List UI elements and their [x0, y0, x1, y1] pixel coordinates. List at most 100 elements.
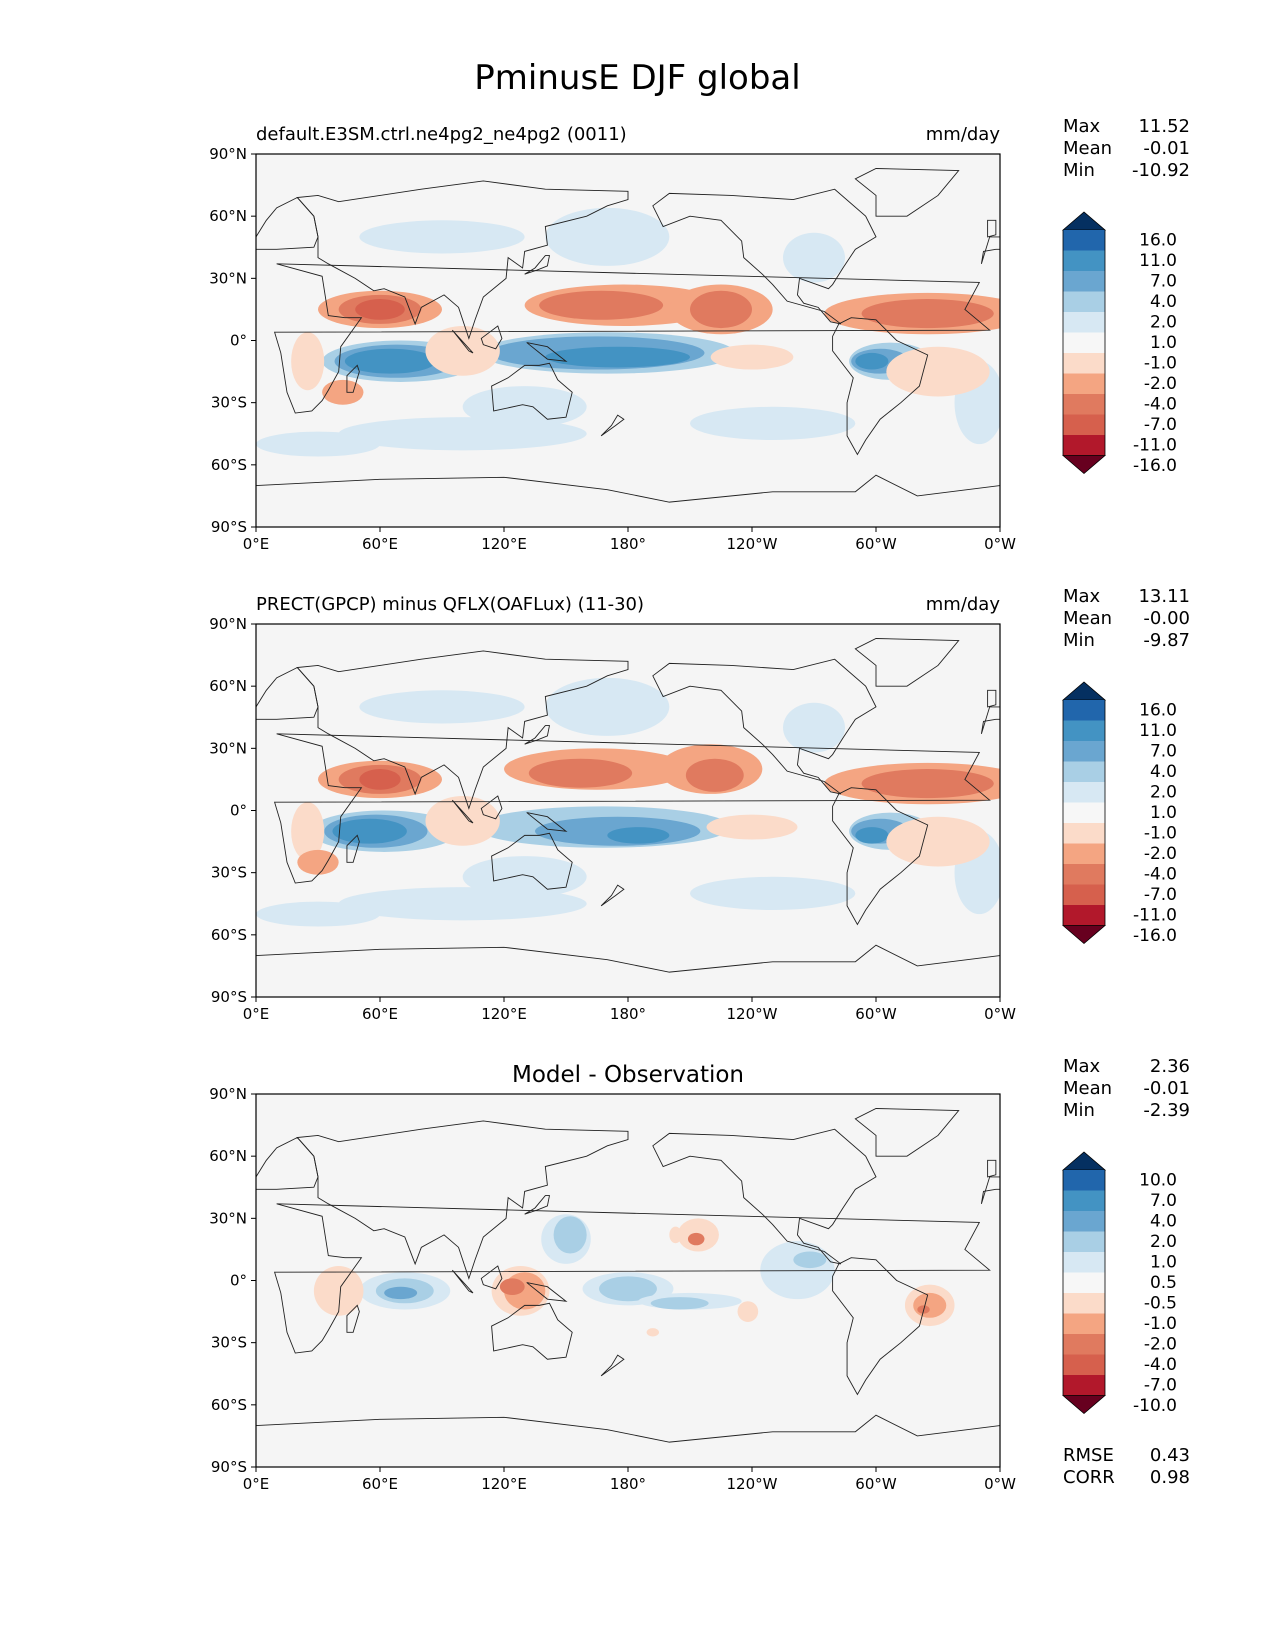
contour-region [338, 764, 422, 794]
contour-region [462, 856, 587, 898]
contour-region [685, 758, 744, 792]
coastline [256, 1136, 319, 1190]
stat-value: -0.01 [1143, 138, 1190, 159]
lon-tick-label: 0°E [243, 535, 270, 553]
contour-region [309, 810, 459, 852]
stat-label: Mean [1063, 608, 1113, 629]
colorbar-segment [1063, 1231, 1105, 1253]
coastline [526, 812, 568, 832]
coastline [296, 1120, 629, 1280]
contour-region [489, 336, 705, 370]
stat-label: Min [1063, 160, 1095, 181]
contour-region [646, 1328, 659, 1337]
lon-tick-label: 120°E [481, 535, 527, 553]
stat-label: Max [1063, 586, 1101, 607]
contour-region [669, 1226, 682, 1244]
colorbar: 16.011.07.04.02.01.0-1.0-2.0-4.0-7.0-11.… [1061, 681, 1177, 946]
stat-value: 2.36 [1149, 1056, 1190, 1077]
stat-value: -9.87 [1143, 630, 1190, 651]
contour-region [318, 760, 442, 799]
contour-region [359, 769, 401, 790]
stat-row: Mean -0.01 [1063, 138, 1190, 160]
coastline [524, 255, 551, 275]
coastline [346, 1304, 360, 1333]
colorbar-label: 4.0 [1150, 762, 1177, 782]
coastlines [256, 1108, 1000, 1467]
coastline [600, 884, 625, 907]
coastline [346, 364, 360, 393]
stat-value: -0.01 [1143, 1078, 1190, 1099]
coastline [491, 1302, 573, 1360]
colorbar-extend-bottom [1061, 1395, 1107, 1415]
contour-region [582, 1272, 674, 1306]
colorbar-segment [1063, 312, 1105, 333]
panel-title: Model - Observation [512, 1062, 744, 1088]
colorbar-label: -11.0 [1133, 906, 1177, 926]
coastline [980, 236, 1000, 264]
lon-tick-label: 120°W [727, 1005, 778, 1023]
stat-label: Min [1063, 630, 1095, 651]
colorbar-label: -7.0 [1144, 885, 1177, 905]
contour-region [737, 1301, 759, 1322]
colorbar-segment [1063, 332, 1105, 354]
contour-region [793, 1251, 827, 1269]
colorbar-label: -10.0 [1133, 1396, 1177, 1416]
contour-region [607, 827, 670, 844]
contour-region [659, 744, 763, 794]
contour-region [539, 290, 664, 320]
colorbar-segment [1063, 700, 1105, 721]
stat-row: Mean -0.01 [1063, 1078, 1190, 1100]
colorbar-extend-top [1061, 681, 1107, 701]
coastline [832, 317, 929, 456]
map-frame [255, 1093, 1001, 1468]
colorbar-label: 2.0 [1150, 783, 1177, 803]
colorbar-extend-bottom [1061, 925, 1107, 945]
coastline [480, 795, 503, 820]
lon-tick-label: 0°W [984, 1005, 1016, 1023]
contour-region [355, 299, 405, 320]
contour-region [669, 284, 773, 335]
colorbar: 10.07.04.02.01.00.5-0.5-1.0-2.0-4.0-7.0-… [1061, 1151, 1177, 1416]
contour-region [332, 818, 407, 844]
lat-tick-label: 0° [230, 332, 247, 350]
contour-region [322, 340, 480, 382]
stats-block: Max 2.36 Mean -0.01 Min -2.39 [1063, 1056, 1190, 1122]
colorbar-segment [1063, 250, 1105, 272]
stat-label: Max [1063, 116, 1101, 137]
lon-tick-label: 60°W [855, 1475, 897, 1493]
lon-tick-label: 0°W [984, 535, 1016, 553]
metric-value: 0.98 [1149, 1467, 1190, 1488]
stat-row: Max 2.36 [1063, 1056, 1190, 1078]
lon-tick-label: 60°W [855, 535, 897, 553]
colorbar-label: 1.0 [1150, 333, 1177, 353]
colorbar-label: -1.0 [1144, 1314, 1177, 1334]
contour-region [375, 1278, 434, 1304]
colorbar-label: 16.0 [1139, 701, 1177, 721]
coastline [980, 1176, 1000, 1204]
colorbar-label: -1.0 [1144, 824, 1177, 844]
map-frame [255, 153, 1001, 528]
contour-region [535, 816, 701, 846]
colorbar-segment [1063, 1334, 1105, 1355]
coastline [491, 362, 573, 420]
colorbar-label: 1.0 [1150, 1253, 1177, 1273]
colorbar-label: -2.0 [1144, 1335, 1177, 1355]
colorbar-segment [1063, 1252, 1105, 1273]
lat-tick-label: 60°S [211, 926, 247, 944]
coastline [987, 689, 997, 708]
coastline [296, 180, 629, 340]
coastline [600, 1354, 625, 1377]
contour-region [954, 831, 1000, 915]
colorbar-label: 11.0 [1139, 251, 1177, 271]
colorbar-segment [1063, 1170, 1105, 1191]
colorbar-label: -1.0 [1144, 354, 1177, 374]
colorbar-label: 4.0 [1150, 1212, 1177, 1232]
lat-tick-label: 60°S [211, 1396, 247, 1414]
metric-label: RMSE [1063, 1445, 1114, 1466]
colorbar-segment [1063, 1190, 1105, 1212]
map-area [256, 1094, 1000, 1467]
contour-region [851, 818, 910, 844]
coastline [652, 188, 877, 325]
lon-tick-label: 0°W [984, 1475, 1016, 1493]
